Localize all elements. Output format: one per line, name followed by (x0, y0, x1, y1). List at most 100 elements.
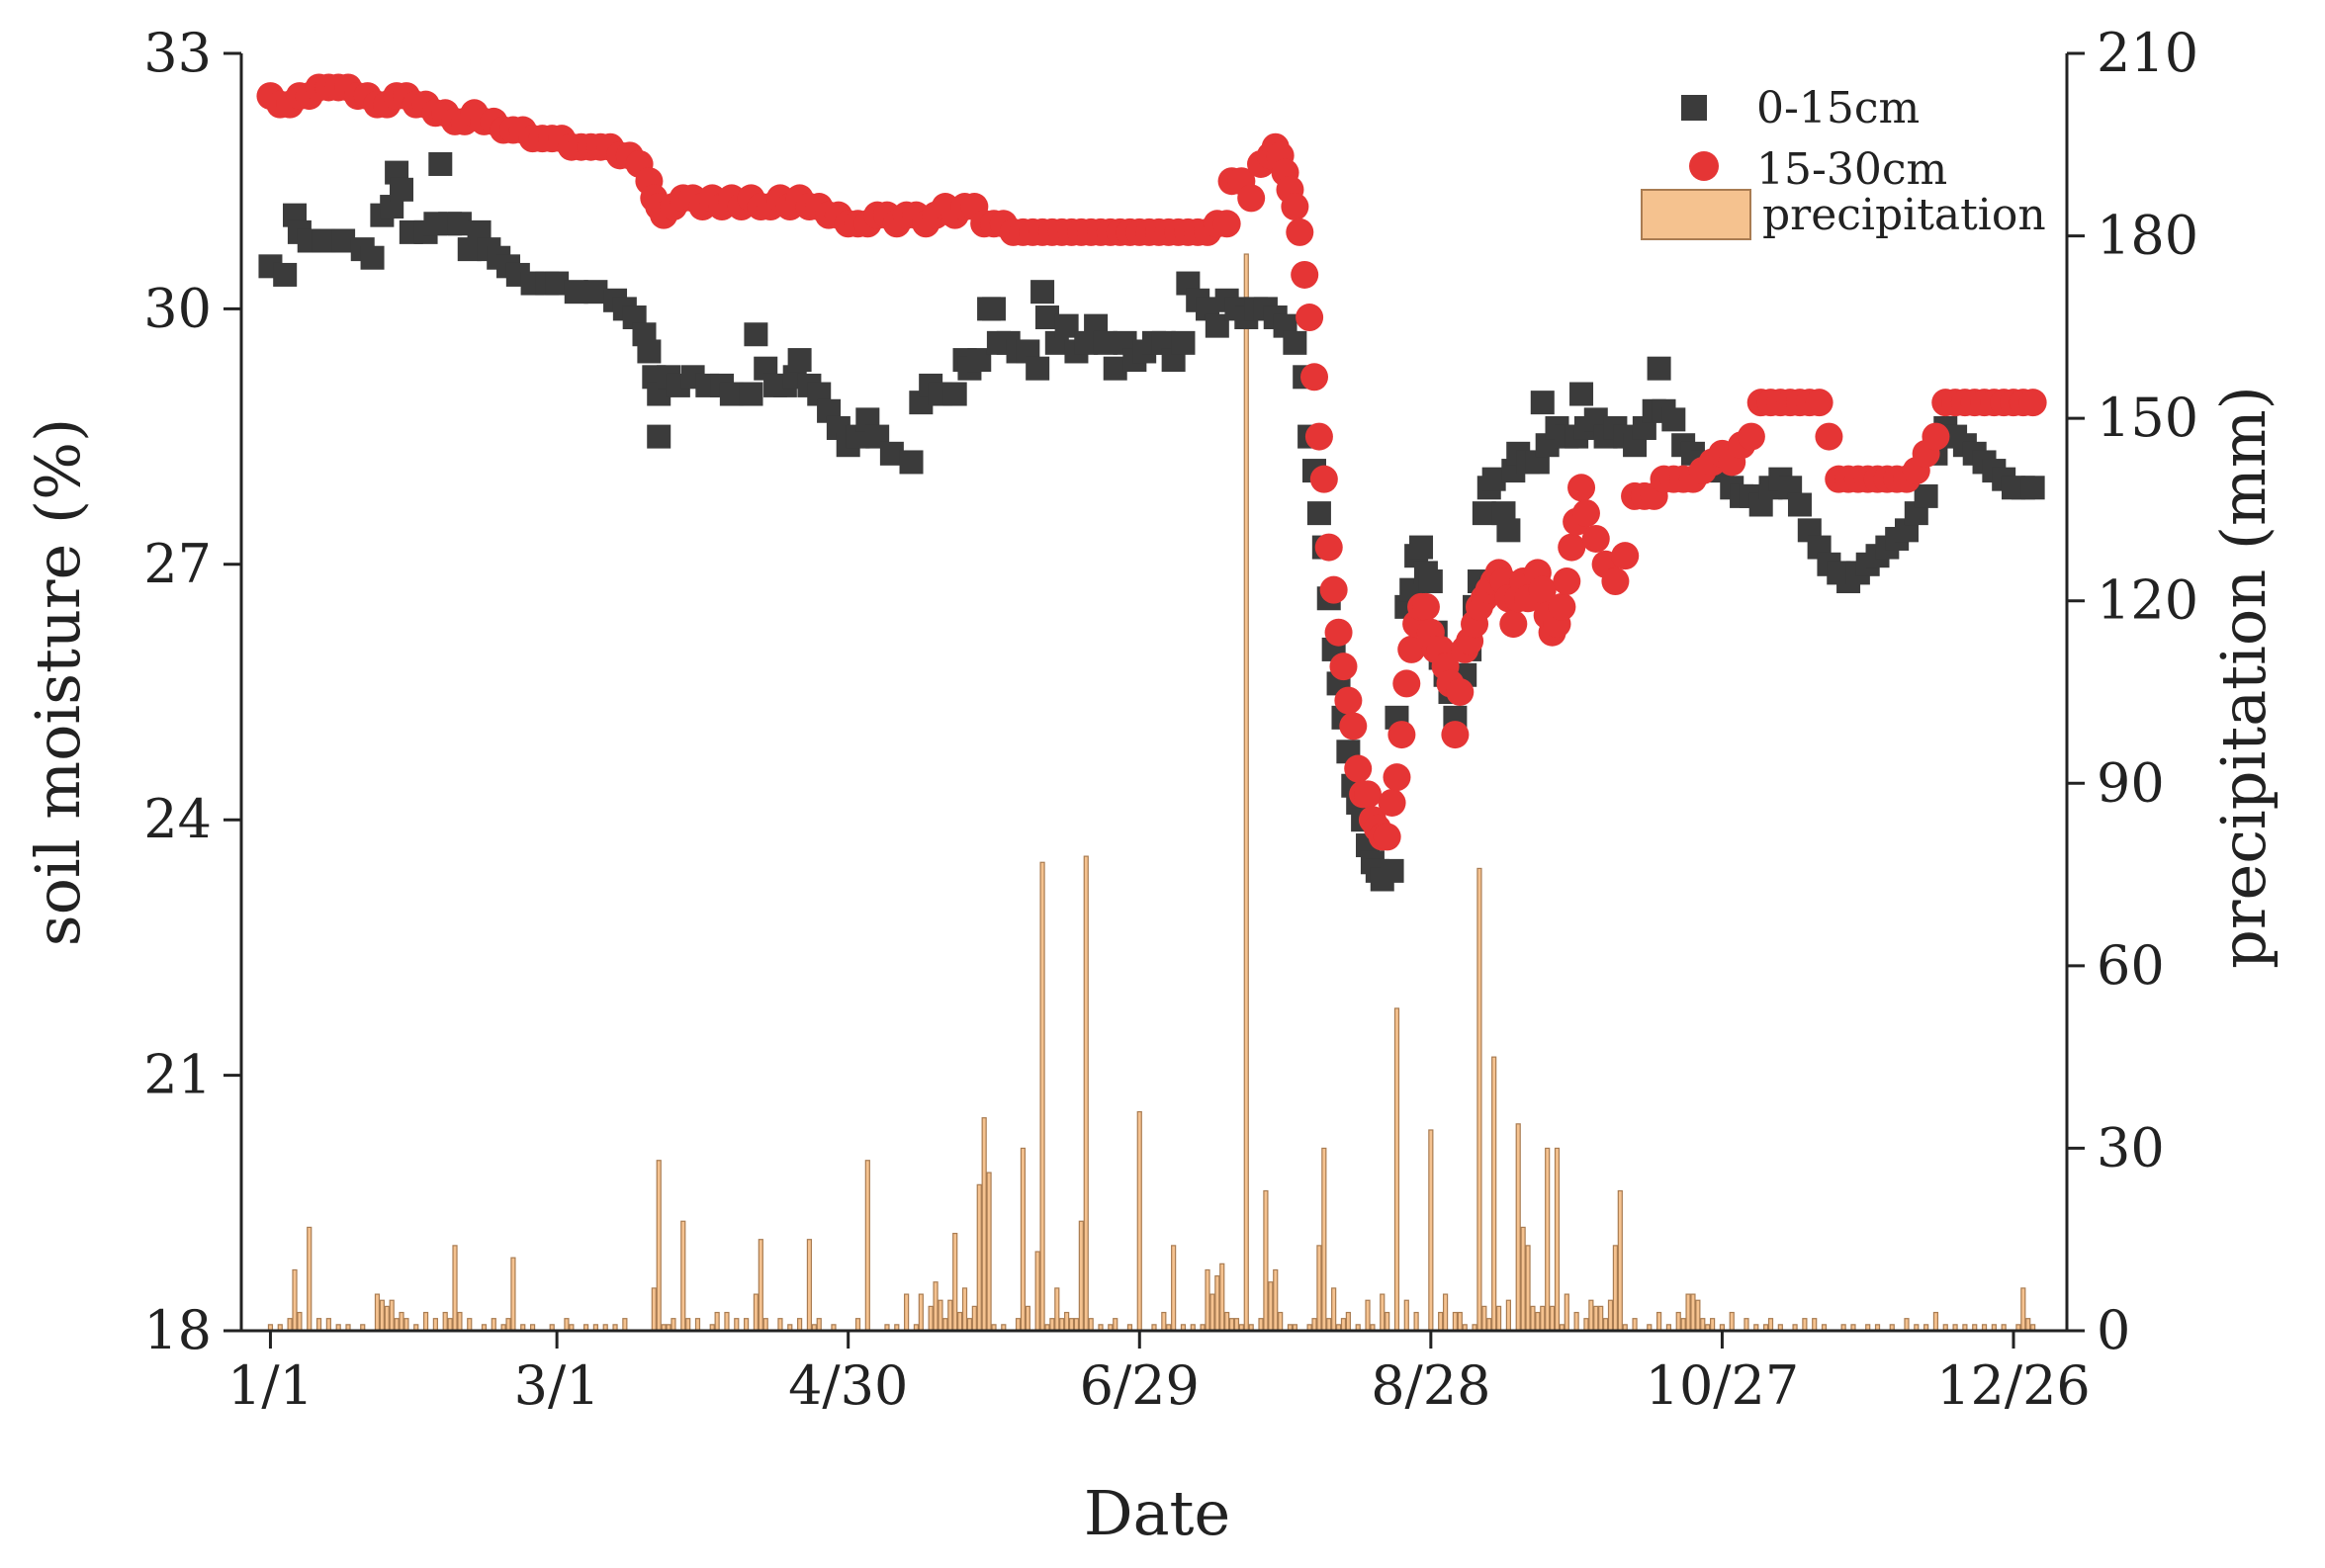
precipitation-bar (904, 1293, 910, 1332)
precipitation-bar (1710, 1318, 1716, 1332)
precipitation-bar (797, 1318, 803, 1332)
point-0-15cm (1647, 356, 1671, 381)
precipitation-bar (694, 1318, 701, 1332)
point-15-30cm (1411, 592, 1440, 621)
point-15-30cm (1528, 575, 1557, 604)
point-15-30cm (1296, 304, 1324, 332)
precipitation-bar (1680, 1318, 1686, 1332)
point-0-15cm (1306, 501, 1331, 526)
precipitation-bar (452, 1245, 458, 1332)
precipitation-bar (505, 1318, 511, 1332)
precipitation-bar (403, 1318, 409, 1332)
precipitation-bar (1214, 1275, 1220, 1332)
precipitation-bar (1520, 1226, 1526, 1332)
precipitation-bar (1403, 1299, 1409, 1332)
precipitation-bar (1054, 1287, 1060, 1332)
precipitation-bar (1413, 1311, 1419, 1332)
point-0-15cm (1380, 858, 1404, 883)
precipitation-bar (1481, 1305, 1487, 1332)
precipitation-bar (762, 1318, 768, 1332)
point-0-15cm (942, 382, 967, 406)
left-tick-label: 18 (143, 1299, 212, 1361)
precipitation-bar (394, 1318, 400, 1332)
point-0-15cm (1026, 356, 1050, 381)
precipitation-bar (957, 1311, 963, 1332)
precipitation-bar (1263, 1189, 1269, 1332)
right-y-axis-title: precipitation (mm) (2207, 386, 2280, 969)
precipitation-bar (287, 1318, 293, 1332)
point-15-30cm (1397, 635, 1426, 663)
precipitation-bar (1486, 1318, 1492, 1332)
precipitation-bar (971, 1305, 977, 1332)
precipitation-bar (1278, 1311, 1284, 1332)
precipitation-bar (1491, 1056, 1497, 1332)
point-15-30cm (1281, 193, 1309, 221)
right-tick-label: 150 (2097, 387, 2198, 449)
point-0-15cm (1569, 382, 1594, 406)
precipitation-bar (1612, 1245, 1619, 1332)
precipitation-bar (966, 1318, 973, 1332)
precipitation-bar (1015, 1318, 1022, 1332)
precipitation-bar (467, 1318, 473, 1332)
precipitation-bar (854, 1318, 861, 1332)
point-15-30cm (1212, 210, 1241, 238)
precipitation-bar (2020, 1287, 2026, 1332)
precipitation-bar (1515, 1123, 1521, 1332)
precipitation-bar (1385, 1311, 1390, 1332)
precipitation-bar (1365, 1299, 1371, 1332)
precipitation-bar (656, 1160, 662, 1332)
precipitation-bar (1273, 1268, 1279, 1332)
point-0-15cm (1661, 407, 1686, 432)
point-15-30cm (1815, 422, 1843, 451)
precipitation-bar (1020, 1147, 1027, 1332)
point-0-15cm (981, 297, 1006, 321)
precipitation-bar (1209, 1293, 1215, 1332)
precipitation-bar (1564, 1293, 1569, 1332)
precipitation-bar (933, 1281, 939, 1332)
precipitation-bar (1243, 253, 1249, 1332)
point-15-30cm (1354, 780, 1383, 809)
precipitation-bar (1476, 867, 1482, 1332)
precipitation-bar (1258, 1318, 1264, 1332)
point-0-15cm (647, 424, 671, 449)
precipitation-bar (297, 1311, 303, 1332)
left-y-axis-title: soil moisture (%) (22, 418, 94, 946)
precipitation-bar (1545, 1147, 1551, 1332)
precipitation-bar (1326, 1318, 1332, 1332)
precipitation-bar (325, 1318, 331, 1332)
precipitation-bar (1331, 1287, 1337, 1332)
precipitation-bar (1530, 1305, 1536, 1332)
point-15-30cm (1499, 610, 1528, 639)
precipitation-bar (1224, 1311, 1230, 1332)
x-tick-label: 12/26 (1936, 1354, 2091, 1417)
precipitation-bar (1598, 1305, 1604, 1332)
point-0-15cm (1914, 483, 1938, 508)
point-15-30cm (1329, 653, 1358, 681)
precipitation-bar (1452, 1311, 1458, 1332)
x-tick-label: 6/29 (1080, 1354, 1200, 1417)
precipitation-bar (457, 1311, 463, 1332)
precipitation-bar (1802, 1318, 1808, 1332)
precipitation-bar (1505, 1299, 1511, 1332)
left-tick-label: 33 (143, 22, 212, 84)
precipitation-bar (753, 1293, 760, 1332)
point-0-15cm (1496, 518, 1521, 543)
precipitation-bar (1113, 1318, 1118, 1332)
precipitation-bar (864, 1160, 870, 1332)
precipitation-bar (1690, 1293, 1696, 1332)
point-0-15cm (744, 322, 768, 347)
point-0-15cm (1530, 391, 1555, 415)
point-0-15cm (1418, 569, 1443, 594)
precipitation-bar (1744, 1318, 1749, 1332)
precipitation-bar (1525, 1245, 1531, 1332)
precipitation-bar (1632, 1318, 1638, 1332)
point-15-30cm (1319, 575, 1348, 604)
x-tick-label: 3/1 (514, 1354, 600, 1417)
x-tick-label: 4/30 (788, 1354, 908, 1417)
precipitation-bar (680, 1220, 686, 1332)
precipitation-bar (1059, 1318, 1065, 1332)
point-15-30cm (1304, 422, 1333, 451)
precipitation-bar (1729, 1311, 1735, 1332)
point-15-30cm (1611, 542, 1640, 570)
precipitation-bar (1228, 1318, 1235, 1332)
